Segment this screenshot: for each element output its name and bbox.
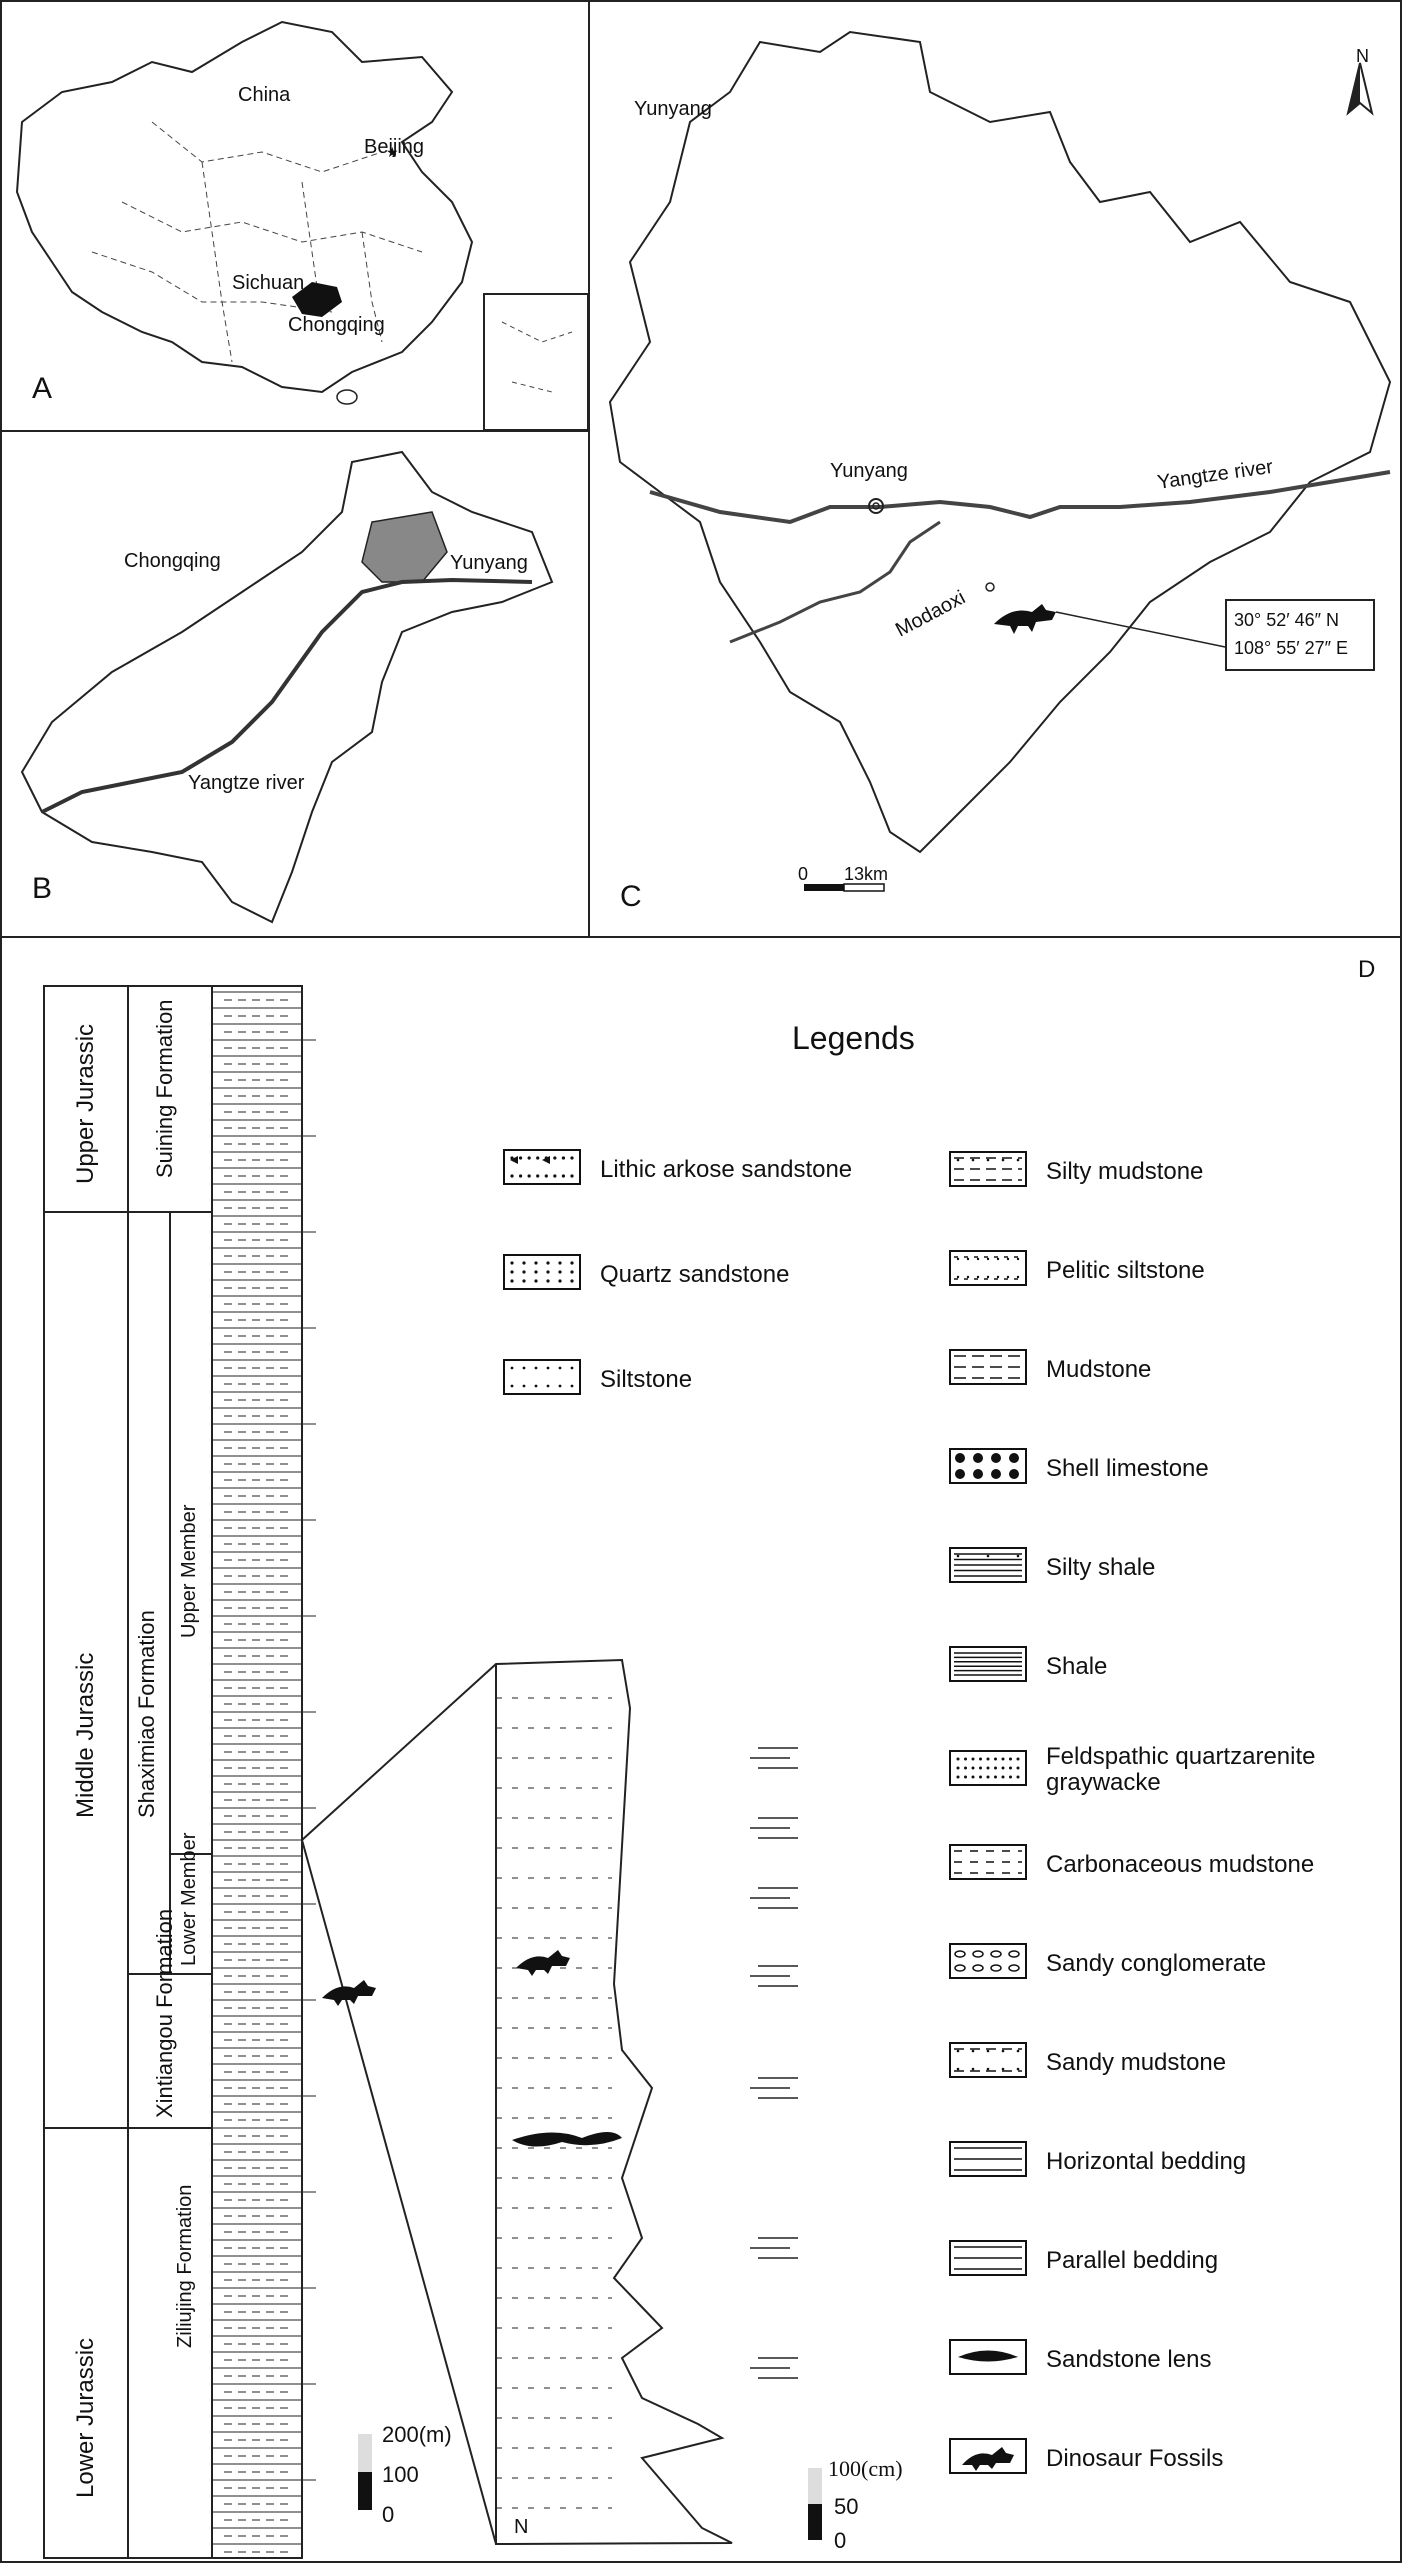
shell-limestone-icon — [948, 1447, 1028, 1490]
formation-xintiangou: Xintiangou Formation — [152, 1908, 177, 2118]
label-chongqing-b: Chongqing — [124, 550, 221, 572]
scale-detail-bottom: 0 — [834, 2528, 847, 2553]
scale-zero: 0 — [798, 864, 809, 884]
scale-main-bottom: 0 — [382, 2502, 395, 2527]
coord-north: 30° 52′ 46″ N — [1234, 610, 1340, 630]
legend-label: Silty shale — [1046, 1553, 1156, 1581]
dinosaur-fossil-icon — [994, 604, 1056, 634]
scale-detail-top: 100(cm) — [828, 2456, 903, 2481]
svg-text:★: ★ — [386, 144, 399, 160]
legend-label: Shale — [1046, 1652, 1108, 1680]
legend-item: Sandy mudstone — [948, 2041, 1226, 2084]
legend-label: Horizontal bedding — [1046, 2147, 1247, 2175]
legend-label: Pelitic siltstone — [1046, 1256, 1205, 1284]
scale-detail-mid: 50 — [834, 2494, 859, 2519]
formation-shaximiao: Shaximiao Formation — [134, 1610, 159, 1818]
legend-item: Quartz sandstone — [502, 1253, 789, 1296]
carbonaceous-icon — [948, 1843, 1028, 1886]
yunyang-map — [608, 30, 1392, 892]
feldspathic-icon — [948, 1749, 1028, 1792]
legend-label: Sandy mudstone — [1046, 2048, 1227, 2076]
legend-item: Shell limestone — [948, 1447, 1209, 1490]
china-map: ★ — [15, 20, 588, 430]
panel-letter-a: A — [32, 372, 53, 405]
series-middle-jurassic: Middle Jurassic — [72, 1652, 99, 1818]
legend-item: Parallel bedding — [948, 2239, 1218, 2282]
legend-item: Horizontal bedding — [948, 2140, 1246, 2183]
scale-km: 13km — [844, 864, 889, 884]
legend-label: Parallel bedding — [1046, 2246, 1219, 2274]
legend-label: Silty mudstone — [1046, 1157, 1204, 1185]
main-dinosaur-icon — [322, 1980, 376, 2006]
silty-mudstone-icon — [948, 1150, 1028, 1193]
member-upper: Upper Member — [178, 1504, 200, 1638]
shale-icon — [948, 1645, 1028, 1688]
horizontal-bedding-icon — [948, 2140, 1028, 2183]
formation-ziliujing: Ziliujing Formation — [174, 2184, 196, 2348]
north-arrow-label: N — [1356, 46, 1369, 66]
sandstone-lens-icon — [948, 2338, 1028, 2381]
dinosaur-icon — [948, 2437, 1028, 2480]
member-lower: Lower Member — [178, 1832, 200, 1966]
legend-item: Silty shale — [948, 1546, 1155, 1589]
legend-label: Dinosaur Fossils — [1046, 2444, 1224, 2472]
detail-dinosaur-icon — [516, 1950, 570, 1976]
label-yunyang-b: Yunyang — [450, 552, 528, 574]
sandy-mudstone-icon — [948, 2041, 1028, 2084]
label-beijing: Beijing — [364, 136, 425, 158]
label-sichuan: Sichuan — [232, 272, 305, 294]
label-china: China — [238, 84, 291, 106]
legend-item: Silty mudstone — [948, 1150, 1203, 1193]
label-yunyang-region: Yunyang — [634, 98, 712, 120]
legend-label: Sandy conglomerate — [1046, 1949, 1267, 1977]
legend-label: Carbonaceous mudstone — [1046, 1850, 1315, 1878]
legend-label: Shell limestone — [1046, 1454, 1209, 1482]
pelitic-siltstone-icon — [948, 1249, 1028, 1292]
legend-item: Carbonaceous mudstone — [948, 1843, 1314, 1886]
label-yunyang-city: Yunyang — [830, 460, 908, 482]
chongqing-map — [20, 450, 554, 924]
panel-letter-d: D — [1358, 956, 1376, 983]
coord-east: 108° 55′ 27″ E — [1234, 638, 1349, 658]
panel-letter-c: C — [620, 880, 642, 913]
silty-shale-icon — [948, 1546, 1028, 1589]
legend-item: Pelitic siltstone — [948, 1249, 1205, 1292]
scale-main-mid: 100 — [382, 2462, 419, 2487]
siltstone-icon — [502, 1358, 582, 1401]
lithic-arkose-icon — [502, 1148, 582, 1191]
legend-item: Sandy conglomerate — [948, 1942, 1266, 1985]
panel-d-stratigraphy: D — [0, 936, 1402, 2563]
detail-n-mark: N — [514, 2516, 529, 2538]
legend-label: Lithic arkose sandstone — [600, 1155, 853, 1183]
series-lower-jurassic: Lower Jurassic — [72, 2337, 99, 2498]
legend-item: Siltstone — [502, 1358, 692, 1401]
scale-main-top: 200(m) — [382, 2422, 452, 2447]
label-chongqing: Chongqing — [288, 314, 385, 336]
legend-item: Dinosaur Fossils — [948, 2437, 1223, 2480]
legend-label: Feldspathic quartzarenite — [1046, 1743, 1316, 1770]
legend-label: Mudstone — [1046, 1355, 1152, 1383]
legend-label-line2: graywacke — [1046, 1769, 1161, 1796]
legend-label: Quartz sandstone — [600, 1260, 790, 1288]
legend-label: Siltstone — [600, 1365, 693, 1393]
panel-letter-b: B — [32, 872, 53, 905]
sandy-conglomerate-icon — [948, 1942, 1028, 1985]
panel-b-chongqing-map: Chongqing Yunyang Yangtze river B — [0, 430, 590, 938]
series-upper-jurassic: Upper Jurassic — [72, 1023, 99, 1184]
mudstone-icon — [948, 1348, 1028, 1391]
label-yangtze-b: Yangtze river — [188, 772, 305, 794]
legend-label: Sandstone lens — [1046, 2345, 1212, 2373]
formation-suining: Suining Formation — [152, 999, 177, 1178]
legend-item: Lithic arkose sandstone — [502, 1148, 852, 1191]
parallel-bedding-icon — [948, 2239, 1028, 2282]
legend-item: Shale — [948, 1645, 1107, 1688]
stratigraphic-column — [43, 985, 822, 2559]
legend-item: Mudstone — [948, 1348, 1151, 1391]
panel-a-china-map: ★ China Beijing Sichuan Chongqing A — [0, 0, 590, 432]
quartz-sandstone-icon — [502, 1253, 582, 1296]
legend-item: Sandstone lens — [948, 2338, 1211, 2381]
legend-item: Feldspathic quartzarenite graywacke — [948, 1744, 1315, 1796]
panel-c-yunyang-map: Yunyang Yunyang Yangtze river Modaoxi 30… — [588, 0, 1402, 938]
legend-title: Legends — [792, 1020, 915, 1056]
